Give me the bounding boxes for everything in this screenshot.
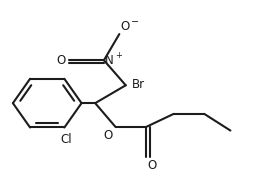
- Text: Br: Br: [132, 78, 145, 91]
- Text: Cl: Cl: [60, 133, 72, 146]
- Text: N: N: [105, 54, 114, 67]
- Text: O: O: [103, 129, 113, 142]
- Text: O: O: [57, 54, 66, 67]
- Text: +: +: [115, 50, 122, 60]
- Text: O: O: [148, 159, 157, 172]
- Text: O: O: [121, 20, 130, 33]
- Text: −: −: [131, 17, 139, 27]
